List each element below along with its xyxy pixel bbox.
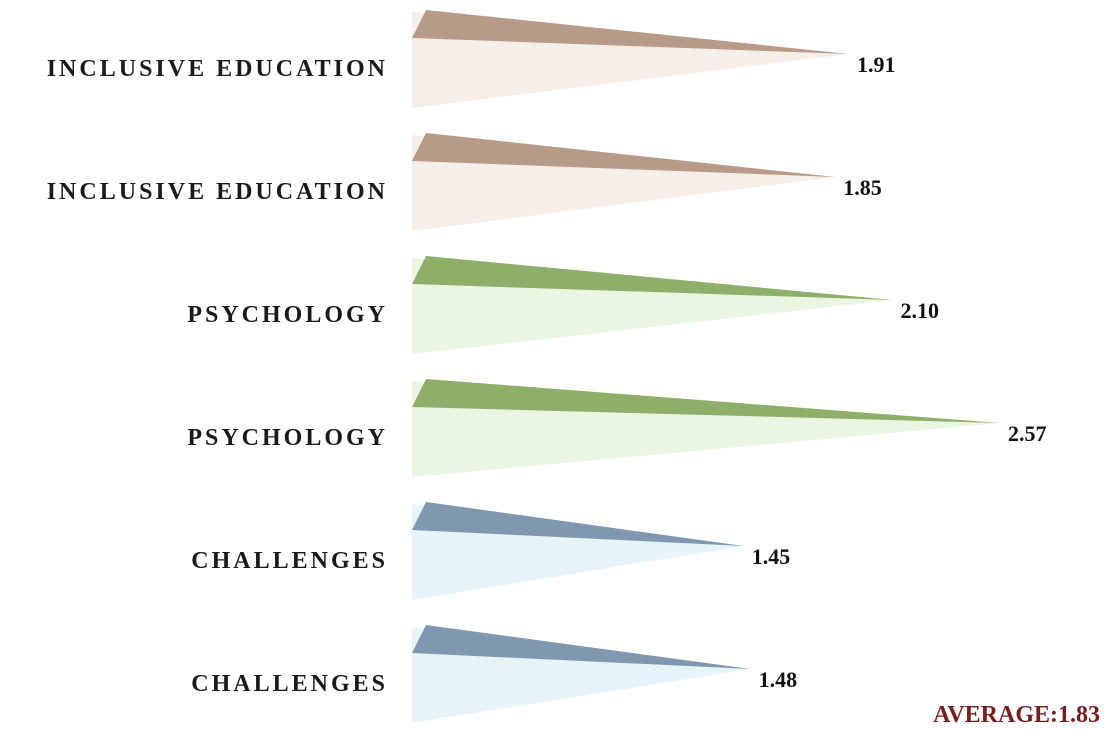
bar-group: CHALLENGES 1.45 — [191, 502, 790, 600]
category-label: INCLUSIVE EDUCATION — [47, 56, 388, 82]
average-label: AVERAGE:1.83 — [933, 702, 1100, 728]
bar-group: PSYCHOLOGY 2.57 — [187, 379, 1047, 477]
category-label: CHALLENGES — [191, 548, 388, 574]
value-label: 1.48 — [759, 667, 798, 692]
bar-group: INCLUSIVE EDUCATION 1.85 — [47, 133, 882, 231]
value-label: 1.85 — [843, 175, 882, 200]
bar — [412, 256, 893, 300]
bar — [412, 625, 751, 669]
bar — [412, 133, 836, 177]
bar-group: PSYCHOLOGY 2.10 — [187, 256, 939, 354]
value-label: 2.10 — [900, 298, 939, 323]
category-label: PSYCHOLOGY — [187, 425, 388, 451]
bar — [412, 10, 849, 54]
value-label: 1.91 — [857, 52, 896, 77]
bar — [412, 379, 1000, 423]
category-label: PSYCHOLOGY — [187, 302, 388, 328]
bar-group: CHALLENGES 1.48 — [191, 625, 797, 723]
bar — [412, 502, 744, 546]
value-label: 1.45 — [752, 544, 791, 569]
bar-group: INCLUSIVE EDUCATION 1.91 — [47, 10, 896, 108]
category-label: CHALLENGES — [191, 671, 388, 697]
category-label: INCLUSIVE EDUCATION — [47, 179, 388, 205]
value-label: 2.57 — [1008, 421, 1047, 446]
